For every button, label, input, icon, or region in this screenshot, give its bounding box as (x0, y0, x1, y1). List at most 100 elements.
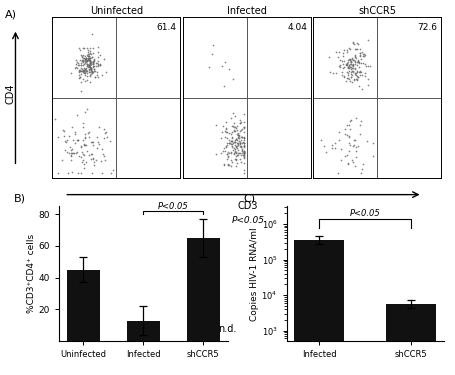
Point (90, 58, 97, 64)
Point (83, 62, 90, 68)
Point (356, 64, 363, 70)
Point (354, 69, 361, 75)
Point (89, 156, 96, 162)
Point (87, 66, 95, 72)
Point (76, 45, 83, 51)
Point (233, 143, 240, 149)
Point (223, 151, 231, 157)
Point (80, 70, 87, 76)
Point (347, 117, 354, 123)
Point (344, 72, 352, 78)
Point (363, 63, 370, 69)
Point (338, 146, 345, 152)
Point (94, 139, 101, 145)
Point (238, 146, 246, 152)
Point (352, 61, 359, 67)
Point (77, 52, 85, 58)
Point (86, 64, 94, 70)
Point (348, 71, 355, 77)
Point (346, 64, 354, 70)
Point (76, 75, 83, 81)
Point (359, 161, 367, 167)
Point (72, 65, 79, 71)
Point (344, 122, 351, 128)
Point (90, 68, 97, 74)
Point (101, 56, 108, 62)
Point (77, 170, 85, 176)
Point (79, 151, 86, 157)
Point (76, 74, 84, 80)
Point (339, 53, 346, 59)
Title: shCCR5: shCCR5 (358, 6, 396, 16)
Point (233, 162, 240, 168)
Point (362, 73, 369, 79)
Point (364, 81, 371, 87)
Point (241, 140, 248, 146)
Point (339, 61, 346, 67)
Point (345, 57, 353, 63)
Point (100, 153, 107, 159)
Point (351, 77, 358, 83)
Point (102, 129, 110, 135)
Point (336, 57, 343, 63)
Point (344, 60, 351, 66)
Point (356, 50, 364, 56)
Point (100, 151, 107, 157)
Point (222, 59, 229, 65)
Point (61, 128, 68, 134)
Point (86, 62, 94, 68)
Point (352, 59, 359, 65)
Text: C): C) (243, 193, 256, 203)
Point (339, 50, 347, 56)
Point (221, 134, 228, 140)
Point (347, 57, 354, 63)
Point (353, 72, 360, 78)
Point (353, 40, 360, 46)
Point (225, 140, 233, 146)
Point (241, 155, 248, 161)
Point (338, 58, 345, 64)
Point (364, 37, 371, 43)
Point (241, 170, 248, 176)
Point (94, 44, 101, 50)
Point (347, 58, 354, 64)
Point (351, 76, 358, 82)
Point (228, 162, 235, 168)
Point (342, 153, 349, 159)
Point (356, 59, 363, 65)
Point (222, 142, 230, 148)
Point (343, 78, 350, 84)
Point (77, 153, 85, 159)
Point (351, 65, 359, 71)
Point (80, 161, 87, 167)
Point (81, 58, 89, 64)
Point (241, 148, 248, 154)
Point (345, 75, 353, 81)
Point (86, 55, 94, 61)
Point (233, 152, 240, 158)
Point (81, 66, 88, 72)
Bar (67, 270, 100, 341)
Point (83, 57, 90, 63)
Point (344, 65, 351, 71)
Point (217, 150, 224, 156)
Point (346, 142, 354, 148)
Point (241, 160, 248, 166)
Point (86, 45, 94, 51)
Point (94, 50, 101, 55)
Point (77, 142, 85, 148)
Point (361, 69, 369, 75)
Point (343, 75, 350, 81)
Point (222, 129, 229, 135)
Point (318, 137, 325, 143)
Point (359, 49, 366, 55)
Point (86, 66, 93, 72)
Point (228, 123, 236, 129)
Point (231, 113, 238, 119)
Point (66, 144, 74, 150)
Point (344, 47, 351, 53)
Point (84, 62, 91, 68)
Point (88, 31, 96, 37)
Point (72, 129, 79, 135)
Point (72, 64, 80, 70)
